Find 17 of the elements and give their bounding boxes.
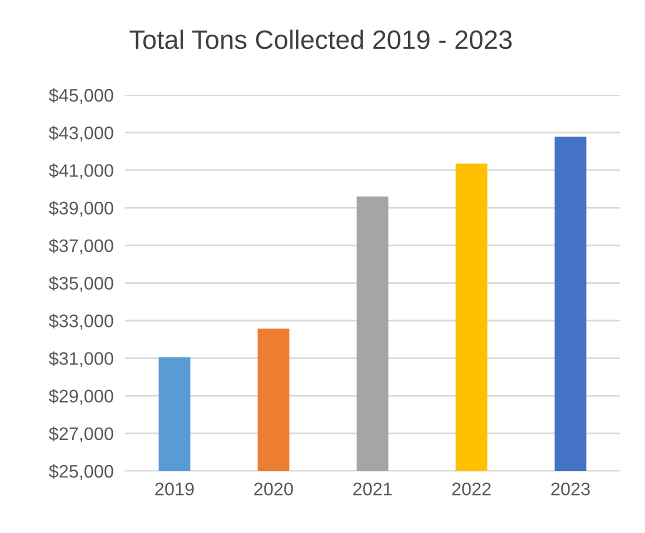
y-tick-label: $25,000 [48, 464, 114, 480]
y-tick-label: $29,000 [48, 388, 114, 405]
y-tick-label: $41,000 [48, 163, 114, 180]
y-tick-label: $35,000 [48, 276, 114, 292]
x-tick-label: 2019 [155, 482, 194, 496]
x-tick-label: 2020 [254, 482, 293, 496]
x-tick-label: 2021 [353, 482, 392, 496]
x-tick-label: 2023 [551, 482, 590, 496]
y-tick-label: $37,000 [48, 238, 114, 254]
y-tick-label: $31,000 [48, 351, 114, 368]
y-tick-label: $39,000 [48, 200, 114, 217]
y-tick-label: $27,000 [48, 426, 114, 442]
y-tick-label: $43,000 [48, 126, 114, 142]
chart-title: Total Tons Collected 2019 - 2023 [130, 30, 512, 50]
x-tick-label: 2022 [452, 482, 491, 496]
y-tick-label: $45,000 [48, 88, 114, 104]
y-tick-label: $33,000 [48, 314, 114, 330]
